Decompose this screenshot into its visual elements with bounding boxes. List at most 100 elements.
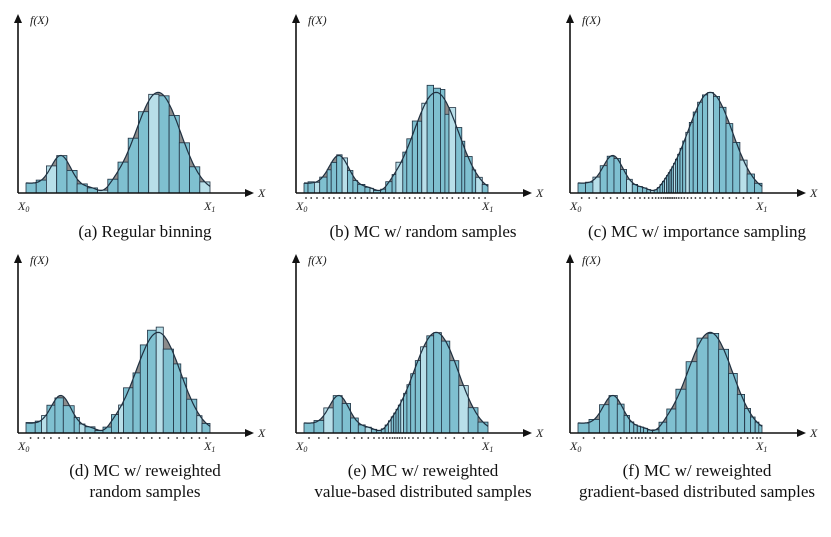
- sample-point: [423, 197, 426, 199]
- sample-point: [345, 437, 348, 439]
- histogram-bar: [56, 155, 68, 194]
- x1-label: X1: [755, 199, 767, 214]
- sample-point: [376, 197, 378, 199]
- sample-point: [637, 437, 640, 439]
- function-curve: [304, 91, 489, 192]
- histogram-bar: [25, 422, 36, 434]
- y-axis-arrow: [566, 14, 574, 23]
- x0-subscript: 0: [25, 205, 29, 214]
- sample-point: [680, 197, 683, 199]
- sample-point: [391, 437, 394, 439]
- histogram-bar: [25, 182, 37, 194]
- sample-point: [446, 197, 448, 199]
- caption-line-1: (a) Regular binning: [78, 222, 212, 241]
- sample-point: [370, 197, 373, 199]
- sample-point: [683, 197, 686, 199]
- caption-line-2: random samples: [89, 482, 201, 501]
- histogram-bar: [679, 147, 684, 194]
- sample-point: [654, 197, 657, 199]
- caption: (a) Regular binning: [10, 221, 280, 242]
- sample-point: [644, 437, 647, 439]
- x-axis-label: X: [809, 426, 818, 440]
- sample-point: [484, 197, 486, 199]
- sample-point: [612, 437, 614, 439]
- histogram-bar: [725, 123, 734, 194]
- x1-label: X1: [481, 199, 493, 214]
- sample-point: [429, 197, 432, 199]
- sample-point: [662, 437, 664, 439]
- histogram-bar: [186, 398, 198, 434]
- histogram-bar: [421, 102, 428, 194]
- sample-point: [167, 437, 170, 439]
- sample-point: [318, 437, 320, 439]
- histogram-bar: [158, 95, 170, 194]
- histogram-bar: [303, 182, 309, 194]
- histogram-bar: [682, 140, 687, 194]
- sample-point: [630, 437, 633, 439]
- panel-regular-binning: f(X) X X0 X1 (a) Regular binning: [10, 8, 280, 263]
- sample-point: [366, 197, 369, 199]
- sample-point: [654, 437, 657, 439]
- histogram-bar: [712, 96, 720, 194]
- histogram-bar: [54, 397, 64, 434]
- histogram-bar: [444, 113, 450, 194]
- panel-mc-importance-sampling: f(X) X X0 X1 (c) MC w/ importance sampling: [562, 8, 831, 263]
- x1-label: X1: [203, 199, 215, 214]
- caption-line-2: gradient-based distributed samples: [578, 482, 816, 501]
- sample-point: [50, 437, 52, 439]
- histogram-bar: [471, 169, 477, 194]
- histogram-bar: [46, 165, 58, 194]
- sample-point: [67, 437, 70, 439]
- sample-point: [690, 197, 693, 199]
- histogram-bar: [675, 158, 678, 194]
- sample-point: [668, 197, 670, 199]
- sample-point: [382, 437, 385, 439]
- sample-point: [609, 197, 612, 199]
- histogram-bar: [440, 340, 451, 434]
- sample-point: [81, 437, 84, 439]
- histogram-bar: [692, 111, 698, 194]
- y-axis-label: f(X): [30, 253, 49, 267]
- x-axis-label: X: [809, 186, 818, 200]
- function-curve: [578, 91, 763, 192]
- histogram-bar: [426, 84, 435, 194]
- sample-point: [198, 437, 201, 439]
- histogram-bar: [707, 92, 714, 194]
- sample-point: [651, 197, 654, 199]
- histogram-bar: [62, 405, 75, 434]
- sample-point: [98, 437, 100, 439]
- histogram-bar: [155, 326, 164, 434]
- sample-point: [373, 437, 375, 439]
- sample-point: [670, 197, 672, 199]
- histogram-bar: [66, 169, 78, 194]
- histogram-bar: [189, 166, 201, 194]
- sample-point: [664, 197, 667, 199]
- sample-point: [333, 197, 335, 199]
- sample-point: [657, 197, 660, 199]
- sample-point: [396, 437, 399, 439]
- x-axis-label: X: [535, 426, 544, 440]
- sample-point: [686, 197, 689, 199]
- histogram-bar: [464, 156, 473, 194]
- sample-point: [388, 197, 390, 199]
- histogram-bar: [420, 346, 428, 434]
- panel-reweighted-random: f(X) X X0 X1 (d) MC w/ reweighted random sa…: [10, 248, 280, 503]
- function-curve: [26, 331, 211, 432]
- sample-point: [37, 437, 40, 439]
- sample-point: [378, 437, 380, 439]
- histogram-plot: f(X) X X0 X1: [14, 253, 266, 454]
- x-axis-arrow: [523, 189, 532, 197]
- histogram-bar: [352, 180, 359, 194]
- sample-point: [385, 437, 388, 439]
- sample-point: [327, 437, 330, 439]
- histogram-bar: [123, 387, 134, 434]
- histogram-bar: [117, 161, 129, 194]
- sample-point: [616, 197, 619, 199]
- sample-point: [467, 197, 470, 199]
- sample-point: [436, 437, 439, 439]
- sample-point: [712, 437, 715, 439]
- x1-subscript: 1: [211, 445, 215, 454]
- histogram-bar: [633, 424, 638, 434]
- sample-point: [29, 437, 32, 439]
- y-axis-label: f(X): [582, 13, 601, 27]
